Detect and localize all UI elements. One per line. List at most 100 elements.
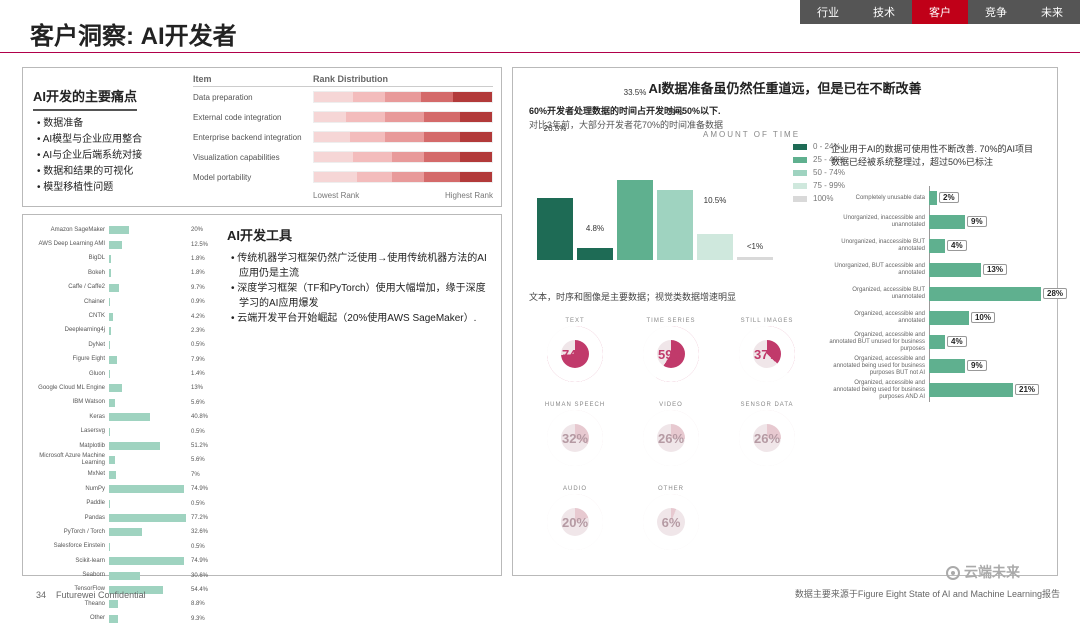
- framework-label: CNTK: [29, 313, 109, 320]
- tools-bullet: 深度学习框架（TF和PyTorch）使用大幅增加，缘于深度学习的AI应用爆发: [231, 281, 487, 311]
- framework-label: Figure Eight: [29, 356, 109, 363]
- usability-bar: [929, 359, 965, 373]
- usability-bar: [929, 239, 945, 253]
- framework-value: 13%: [191, 385, 203, 391]
- framework-label: Pandas: [29, 515, 109, 522]
- pain-bullet: 数据准备: [37, 116, 142, 132]
- page-number: 34: [36, 590, 46, 600]
- framework-row: Bokeh1.8%: [29, 266, 219, 280]
- time-bar-label: 29%: [657, 108, 693, 117]
- tools-bullet: 云端开发平台开始崛起（20%使用AWS SageMaker）.: [231, 311, 487, 326]
- framework-bar: [109, 543, 110, 551]
- nav-tab[interactable]: 技术: [856, 0, 912, 24]
- framework-bar: [109, 298, 110, 306]
- watermark: 云端未来: [946, 562, 1020, 582]
- title-rule: [0, 52, 1080, 53]
- usability-row: Organized, accessible BUT unannotated28%: [829, 282, 1049, 306]
- usability-row: Unorganized, inaccessible and unannotate…: [829, 210, 1049, 234]
- nav-tab[interactable]: 未来: [1024, 0, 1080, 24]
- time-bar-label: 4.8%: [577, 224, 613, 233]
- usability-row: Organized, accessible and annotated bein…: [829, 378, 1049, 402]
- framework-label: Gluon: [29, 371, 109, 378]
- framework-label: NumPy: [29, 486, 109, 493]
- time-bar-label: <1%: [737, 242, 773, 251]
- donut-ring: 37%: [739, 326, 795, 382]
- data-type-donuts: TEXT74%TIME SERIES59%STILL IMAGES37%HUMA…: [527, 308, 817, 560]
- usability-bar: [929, 383, 1013, 397]
- usability-bar-chart: Completely unusable data2%Unorganized, i…: [829, 186, 1049, 402]
- usability-bar: [929, 191, 937, 205]
- tools-title: AI开发工具: [227, 225, 292, 244]
- time-spent-bar-chart: 26.5%4.8%33.5%29%10.5%<1%: [533, 144, 783, 274]
- framework-value: 74.9%: [191, 558, 208, 564]
- rank-item-label: Model portability: [193, 173, 313, 182]
- framework-bar: [109, 428, 110, 436]
- framework-bar: [109, 528, 142, 536]
- framework-row: Chainer0.9%: [29, 295, 219, 309]
- usability-bar: [929, 311, 969, 325]
- framework-value: 32.6%: [191, 529, 208, 535]
- framework-row: Amazon SageMaker20%: [29, 223, 219, 237]
- framework-bar: [109, 327, 111, 335]
- framework-label: Lasersvg: [29, 428, 109, 435]
- framework-label: MxNet: [29, 471, 109, 478]
- usability-bar: [929, 215, 965, 229]
- rank-hdr-dist: Rank Distribution: [313, 74, 388, 84]
- usability-bar: [929, 263, 981, 277]
- usability-row: Unorganized, BUT accessible and annotate…: [829, 258, 1049, 282]
- framework-bar: [109, 384, 122, 392]
- framework-label: Other: [29, 615, 109, 622]
- donut-label: HUMAN SPEECH: [545, 402, 605, 408]
- usability-caption: 企业用于AI的数据可使用性不断改善. 70%的AI项目数据已经被系统整理过，超过…: [831, 142, 1041, 168]
- nav-tab[interactable]: 竞争: [968, 0, 1024, 24]
- framework-bar: [109, 572, 140, 580]
- donut-ring: 6%: [643, 494, 699, 550]
- donut-ring: 32%: [547, 410, 603, 466]
- framework-row: Other9.3%: [29, 612, 219, 626]
- donut: HUMAN SPEECH 32%: [527, 392, 623, 476]
- rank-hdr-item: Item: [193, 74, 313, 84]
- framework-value: 1.8%: [191, 256, 205, 262]
- rank-bar: [313, 151, 493, 163]
- usability-bar: [929, 335, 945, 349]
- framework-row: PyTorch / Torch32.6%: [29, 525, 219, 539]
- framework-row: IBM Watson5.6%: [29, 396, 219, 410]
- framework-value: 30.6%: [191, 573, 208, 579]
- framework-bar: [109, 456, 115, 464]
- framework-bar: [109, 370, 110, 378]
- usability-bar: [929, 287, 1041, 301]
- framework-value: 7%: [191, 472, 200, 478]
- time-bar: 33.5%: [617, 180, 653, 260]
- donut: AUDIO20%: [527, 476, 623, 560]
- framework-value: 0.5%: [191, 544, 205, 550]
- usability-row: Organized, accessible and annotated BUT …: [829, 330, 1049, 354]
- time-bar-label: 33.5%: [617, 88, 653, 97]
- nav-tab[interactable]: 行业: [800, 0, 856, 24]
- rank-item-label: Enterprise backend integration: [193, 133, 313, 142]
- framework-value: 40.8%: [191, 414, 208, 420]
- time-bar-label: 10.5%: [697, 196, 733, 205]
- usability-label: Organized, accessible and annotated bein…: [829, 356, 929, 377]
- framework-bar: [109, 255, 111, 263]
- usability-label: Organized, accessible and annotated bein…: [829, 380, 929, 401]
- framework-bar: [109, 284, 119, 292]
- framework-label: DyNet: [29, 342, 109, 349]
- framework-bar-chart: Amazon SageMaker20%AWS Deep Learning AMI…: [29, 223, 219, 626]
- rank-bar: [313, 111, 493, 123]
- time-bar: 4.8%: [577, 248, 613, 260]
- tools-bullet: 传统机器学习框架仍然广泛使用→使用传统机器方法的AI应用仍是主流: [231, 251, 487, 281]
- framework-value: 8.8%: [191, 601, 205, 607]
- donut: VIDEO26%: [623, 392, 719, 476]
- framework-label: Microsoft Azure Machine Learning: [29, 453, 109, 467]
- framework-value: 20%: [191, 227, 203, 233]
- framework-value: 51.2%: [191, 443, 208, 449]
- nav-tab[interactable]: 客户: [912, 0, 968, 24]
- top-nav: 行业技术客户竞争未来: [800, 0, 1080, 24]
- donut: OTHER6%: [623, 476, 719, 560]
- usability-row: Organized, accessible and annotated bein…: [829, 354, 1049, 378]
- pain-bullet: 数据和结果的可视化: [37, 164, 142, 180]
- rank-bar: [313, 131, 493, 143]
- donut-label: TEXT: [565, 318, 584, 324]
- framework-bar: [109, 341, 110, 349]
- framework-label: Salesforce Einstein: [29, 543, 109, 550]
